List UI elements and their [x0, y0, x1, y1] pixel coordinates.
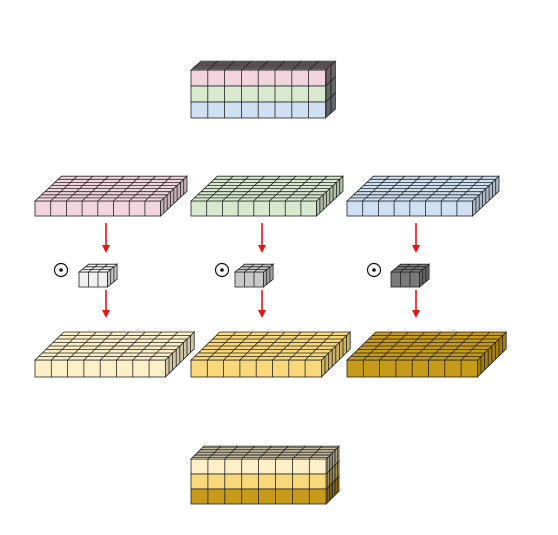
hadamard-operator-0-dot	[59, 268, 63, 272]
kernel-3x3-1-front-layer-kernel_light_gray	[234, 271, 264, 288]
kernel-3x3-0-top-grid	[97, 263, 108, 273]
kernel-3x3-2	[389, 263, 431, 288]
output-slice-2-top-grid	[460, 331, 491, 361]
channel-slice-blue-top-grid	[440, 175, 468, 202]
output-slice-2-top-grid	[444, 331, 474, 361]
output-slice-0-top-grid	[148, 331, 179, 361]
kernel-3x3-0-front-layer-kernel_white	[78, 271, 108, 288]
input-stack	[189, 60, 337, 119]
arrows-layer	[102, 223, 420, 318]
output-slice-2-top-grid	[428, 331, 458, 361]
channel-slice-blue-top-grid	[456, 175, 484, 202]
output-slice-0-top-grid	[132, 331, 162, 361]
channel-slice-green	[189, 175, 345, 217]
output-slice-0-top-grid	[116, 331, 146, 361]
output-slice-1-top-grid	[288, 331, 318, 361]
hadamard-operator-0	[53, 262, 69, 278]
output-slice-1-top-grid	[272, 331, 302, 361]
output-slice-0	[34, 331, 196, 378]
channel-slice-blue	[345, 175, 501, 217]
kernel-3x3-0-top-grid	[88, 263, 99, 273]
kernel-3x3-2-top-grid	[400, 263, 411, 273]
kernel-3x3-1	[233, 263, 275, 288]
kernel-3x3-1-top-grid	[253, 263, 264, 273]
channel-slice-pink-top-grid	[144, 175, 172, 202]
hadamard-operator-1-dot	[220, 268, 224, 272]
output-slice-1-top-grid	[304, 331, 335, 361]
output-stack-top-grid	[309, 445, 323, 460]
output-slice-2	[346, 331, 508, 378]
kernel-3x3-0	[77, 263, 119, 288]
output-stack	[190, 445, 340, 505]
blocks-layer	[33, 60, 508, 505]
channel-slice-pink-top-grid	[128, 175, 156, 202]
operators-layer	[53, 262, 382, 278]
kernel-3x3-2-front-layer-kernel_dark_gray	[390, 271, 420, 288]
hadamard-operator-2-dot	[372, 268, 376, 272]
channel-slice-pink-top-grid	[113, 175, 141, 202]
channel-slice-green-top-grid	[269, 175, 297, 202]
hadamard-operator-2	[366, 262, 382, 278]
channel-slice-blue-top-grid	[425, 175, 453, 202]
output-stack-top-grid	[275, 445, 289, 460]
kernel-3x3-1-top-grid	[244, 263, 255, 273]
channel-slice-green-top-grid	[300, 175, 328, 202]
output-slice-1	[190, 331, 352, 378]
output-stack-top-grid	[292, 445, 306, 460]
kernel-3x3-2-top-grid	[409, 263, 420, 273]
channel-slice-pink	[33, 175, 189, 217]
hadamard-operator-1	[214, 262, 230, 278]
channel-slice-green-top-grid	[284, 175, 312, 202]
